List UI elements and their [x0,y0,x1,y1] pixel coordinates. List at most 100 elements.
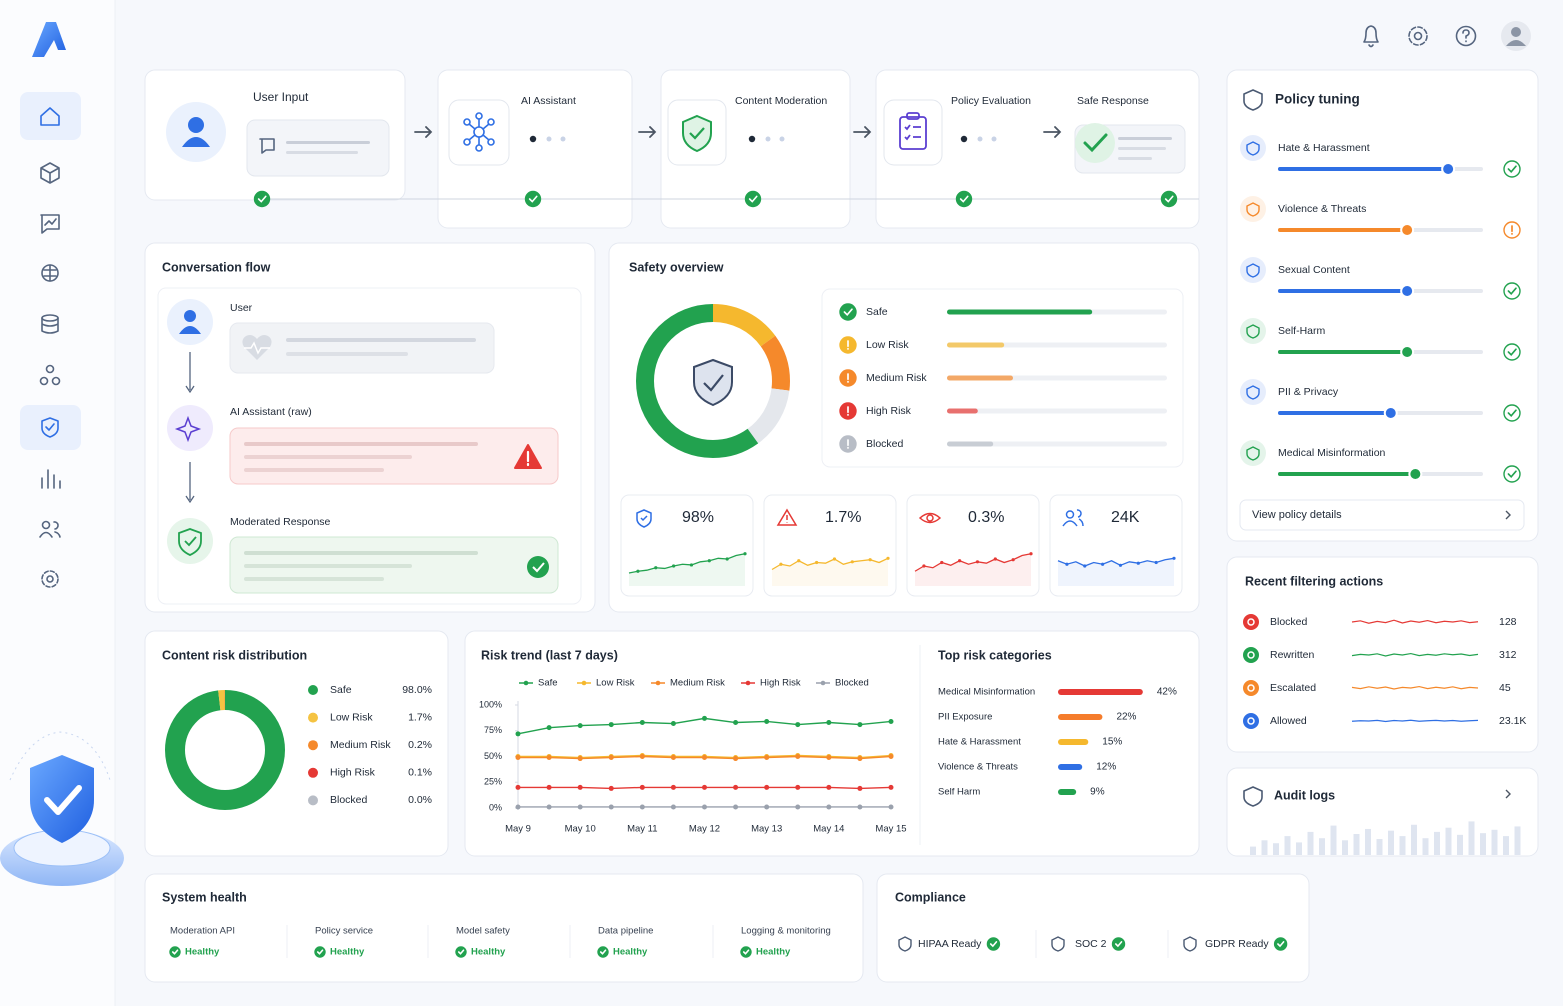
kpi-value: 98% [682,509,714,526]
legend-label: Medium Risk [330,739,391,751]
check-icon [1503,343,1521,361]
avatar-bg [167,518,213,564]
policy-icon-bg [1240,196,1266,222]
card-title: Audit logs [1274,788,1335,802]
clipboard-icon [899,112,927,150]
flow-arrow [185,462,195,504]
point [670,721,676,727]
action-glyph [1247,651,1255,659]
pulse [244,341,270,355]
bar-track [947,441,1167,447]
point [733,756,739,762]
link-box[interactable] [1239,499,1525,531]
role-label: Moderated Response [230,516,331,528]
card [1226,556,1539,753]
point [639,784,645,790]
card-title: Content risk distribution [162,648,307,662]
slider-thumb[interactable] [1400,223,1415,237]
slider-fill [1278,167,1449,171]
point [608,722,614,728]
shield-icon [1243,786,1263,807]
point [857,756,863,762]
audit-bar [1250,846,1256,855]
spark-point [797,559,801,563]
card [876,873,1310,983]
legend-dot [820,680,826,686]
moderation-shield [682,114,712,153]
check-glyph [1164,195,1174,203]
legend-label: Safe [330,684,352,696]
spark-point [975,560,980,564]
audit-bar [1284,836,1291,855]
legend-label: Medium Risk [670,678,725,689]
chevron [1505,510,1511,520]
compliance-icon [1051,936,1065,952]
link[interactable]: View policy details [1252,509,1342,521]
point [733,804,739,810]
compliance-icon [1183,936,1197,952]
nav-icons[interactable] [39,107,61,588]
slider-thumb[interactable] [1441,162,1456,176]
check [703,374,724,392]
service-status: Healthy [471,947,506,958]
point [608,755,614,761]
check-glyph [457,949,465,955]
action-glyph [1247,618,1255,626]
legend-value: 0.0% [408,794,432,806]
spark-point [1154,560,1158,565]
spark-point [940,560,944,565]
spark-point [743,552,747,556]
value-label: 9% [1090,787,1105,798]
check-glyph [257,195,267,203]
value-label: 22% [1116,712,1136,723]
bar [1058,689,1143,695]
check-glyph [1507,165,1517,173]
top-icons[interactable] [1363,25,1477,48]
shield-check [44,785,82,815]
check-icon [524,190,542,208]
chevron[interactable] [1505,789,1511,799]
slider-thumb[interactable] [1400,345,1415,359]
point [546,804,552,810]
check-glyph [1507,409,1517,417]
point [515,804,521,810]
slider-thumb[interactable] [1383,406,1398,420]
slider-thumb[interactable] [1400,284,1415,298]
bubble [229,322,495,374]
service-name: Policy service [315,926,373,937]
legend-value: 98.0% [402,684,432,696]
spark-point [832,557,837,561]
avatar-body [1506,40,1526,46]
spark-point [1101,562,1105,566]
point [888,784,894,790]
value-label: 12% [1096,762,1116,773]
check-bg [1075,123,1115,163]
bar [947,375,1013,381]
slider-thumb[interactable] [1408,467,1423,481]
progress-dots [529,135,997,143]
legend-label: High Risk [760,678,801,689]
legend-dot [523,680,529,686]
network-icon [463,112,495,152]
service-status: Healthy [330,947,365,958]
compliance-label: GDPR Ready [1205,938,1269,950]
point [670,784,676,790]
point [888,718,894,724]
point [764,804,770,810]
spark-point [1011,558,1015,562]
legend-value: 0.1% [408,767,432,779]
spark-point [636,569,640,573]
step-label: AI Assistant [521,95,576,107]
point [577,804,583,810]
policy-icon [1246,263,1260,278]
compliance-label: HIPAA Ready [918,938,982,950]
legend-label: Blocked [835,678,869,689]
check-icon [1503,282,1521,300]
text-line [286,338,476,342]
audit-bar [1296,842,1302,855]
audit-bar [1434,831,1440,855]
spark-point [1029,552,1033,556]
action-label: Allowed [1270,715,1307,727]
card [464,630,1200,857]
